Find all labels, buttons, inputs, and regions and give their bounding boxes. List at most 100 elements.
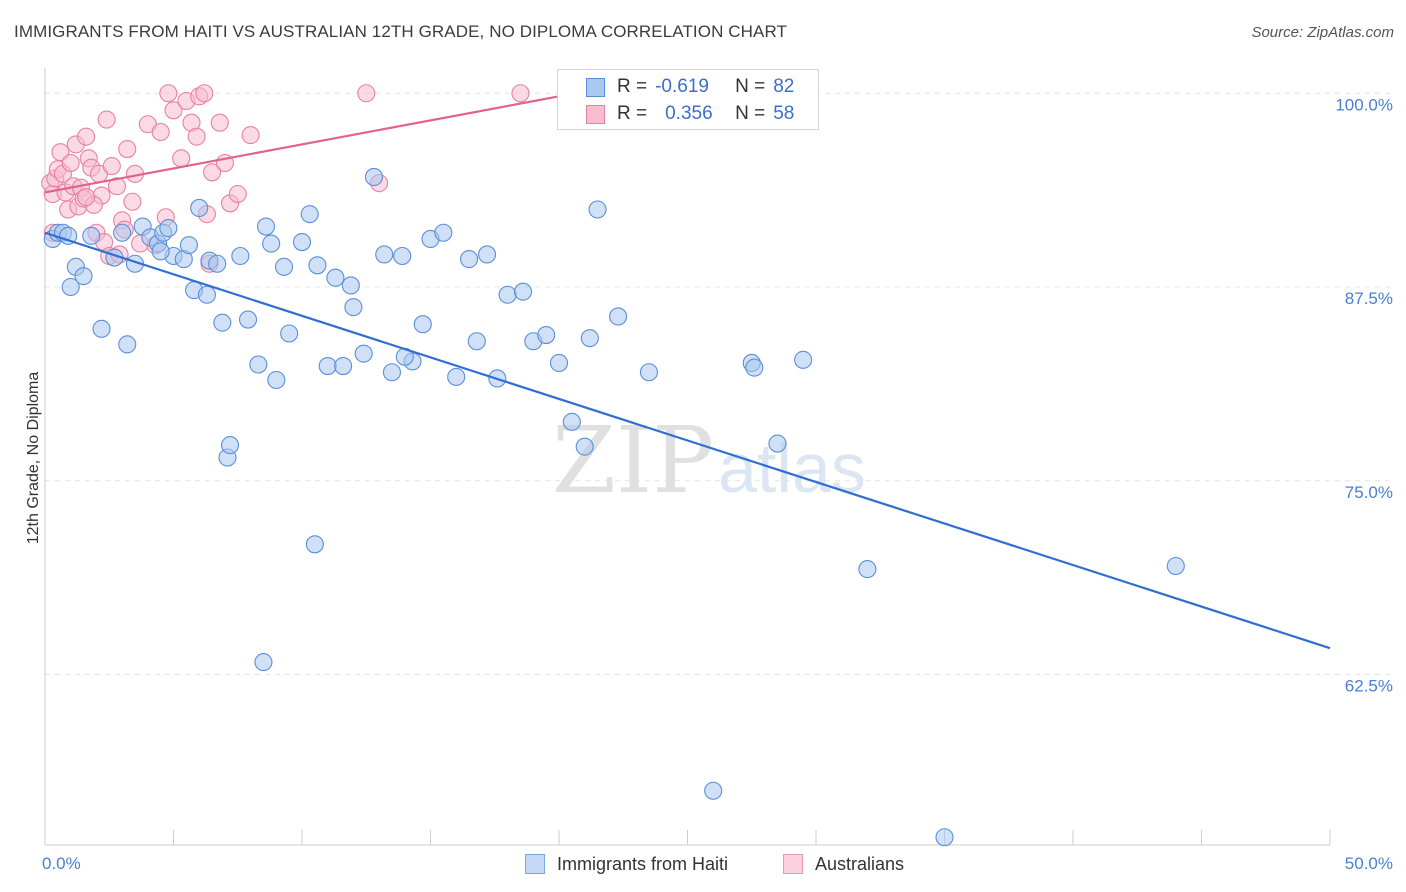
y-tick-label: 87.5% [1345, 289, 1393, 308]
y-axis-label: 12th Grade, No Diploma [25, 372, 42, 545]
haiti-point [344, 298, 363, 317]
haiti-swatch [586, 77, 605, 97]
australians-point [151, 122, 170, 142]
legend-n-label: N = [735, 103, 766, 124]
haiti-point [179, 236, 198, 255]
haiti-point [580, 329, 599, 348]
haiti-point [704, 781, 723, 800]
haiti-point [220, 436, 240, 455]
x-tick-labels: 0.0% 50.0% [42, 854, 1393, 873]
haiti-point [280, 324, 299, 343]
haiti-point [1166, 556, 1185, 576]
haiti-point [274, 257, 294, 276]
legend-r-value: -0.619 [655, 76, 709, 97]
haiti-point [393, 246, 412, 266]
haiti-point [447, 367, 466, 386]
haiti-point [292, 233, 312, 252]
haiti-point [61, 277, 80, 297]
australians-point [164, 101, 183, 120]
haiti-trend-line [44, 231, 1331, 650]
haiti-point [300, 205, 319, 224]
haiti-point [588, 200, 607, 219]
haiti-point [267, 370, 286, 390]
haiti-point [326, 268, 345, 287]
haiti-point [467, 332, 486, 351]
australians-point [511, 84, 530, 103]
australians-point [61, 153, 80, 173]
legend-r-label: R = [617, 76, 648, 97]
legend-row-australians: R = 0.356 N = 58 [558, 101, 794, 127]
haiti-point [334, 356, 353, 376]
bottom-legend-australians[interactable]: Australians [783, 851, 904, 877]
haiti-point [82, 226, 101, 245]
australians-legend-swatch [783, 854, 803, 874]
australians-point [118, 140, 137, 159]
australians-point [241, 126, 260, 145]
haiti-point [434, 223, 453, 242]
y-tick-label: 75.0% [1345, 483, 1393, 502]
australians-point [97, 110, 116, 129]
haiti-point [118, 335, 137, 354]
haiti-point [92, 319, 111, 338]
legend-r-value: 0.356 [665, 103, 713, 124]
haiti-point [575, 437, 594, 456]
haiti-point [341, 276, 360, 295]
source-label: Source: ZipAtlas.com [1251, 24, 1394, 41]
haiti-point [59, 226, 78, 245]
haiti-point [537, 325, 556, 345]
australians-point [357, 84, 376, 103]
haiti-point [375, 245, 394, 264]
haiti-point [382, 363, 402, 382]
haiti-point [213, 313, 232, 332]
chart-title: IMMIGRANTS FROM HAITI VS AUSTRALIAN 12TH… [14, 22, 788, 41]
legend-r-label: R = [617, 103, 648, 124]
y-tick-label: 100.0% [1335, 95, 1393, 114]
haiti-point [238, 310, 258, 329]
australians-point [77, 188, 96, 207]
australians-point [195, 84, 214, 103]
haiti-point [231, 246, 250, 266]
haiti-point [562, 412, 581, 431]
haiti-points [43, 167, 1185, 847]
australians-swatch [586, 104, 605, 124]
bottom-legend-haiti[interactable]: Immigrants from Haiti [525, 851, 728, 877]
haiti-legend-label: Immigrants from Haiti [557, 853, 729, 874]
haiti-point [768, 434, 787, 453]
haiti-point [190, 198, 209, 217]
australians-point [187, 127, 206, 146]
legend-n-value: 58 [773, 103, 795, 124]
haiti-point [935, 828, 954, 847]
haiti-point [354, 344, 373, 363]
haiti-point [477, 245, 497, 264]
trend-lines [44, 95, 1331, 650]
haiti-legend-swatch [525, 854, 545, 874]
gridlines [45, 92, 1392, 675]
haiti-point [305, 535, 324, 554]
haiti-point [208, 254, 227, 273]
correlation-legend: R = -0.619 N = 82 R = 0.356 N = 58 [557, 69, 819, 130]
haiti-point [256, 217, 276, 236]
y-tick-label: 62.5% [1345, 677, 1393, 696]
haiti-point [308, 256, 327, 275]
australians-point [102, 157, 121, 176]
legend-row-haiti: R = -0.619 N = 82 [558, 74, 794, 100]
x-tick-label: 0.0% [42, 854, 81, 873]
haiti-point [498, 285, 517, 304]
australians-point [228, 184, 247, 204]
haiti-point [254, 653, 273, 672]
australians-legend-label: Australians [815, 853, 905, 874]
australians-point [107, 177, 127, 196]
haiti-point [159, 219, 178, 238]
australians-point [77, 127, 96, 146]
haiti-point [249, 355, 268, 374]
haiti-point [459, 250, 479, 269]
legend-n-value: 82 [773, 76, 795, 97]
haiti-point [318, 356, 337, 376]
haiti-point [858, 560, 877, 579]
watermark-atlas: atlas [718, 429, 866, 507]
haiti-point [639, 363, 659, 382]
haiti-point [609, 307, 628, 326]
australians-trend-line [44, 95, 560, 194]
haiti-point [364, 167, 384, 186]
